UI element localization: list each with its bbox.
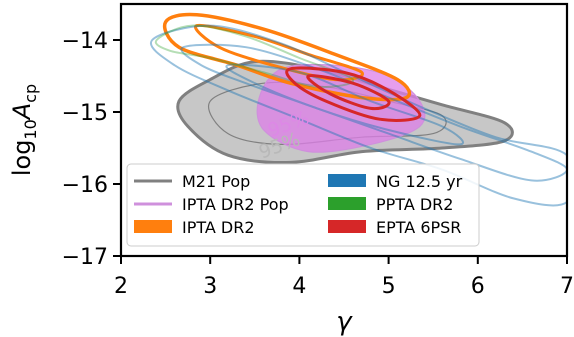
series-ppta-dr2 — [154, 24, 354, 89]
y-axis-label: log10Acp — [8, 84, 40, 176]
contour-epta-6psr-2 — [306, 74, 391, 111]
legend-swatch-epta-6psr — [328, 220, 366, 233]
contour-ng-12-5-yr-1 — [149, 24, 567, 207]
y-tick-label: −17 — [62, 245, 108, 270]
legend-label-ipta-dr2: IPTA DR2 — [182, 218, 255, 237]
legend-label-epta-6psr: EPTA 6PSR — [376, 218, 461, 237]
contour-ipta-dr2-1 — [163, 12, 412, 102]
legend-label-m21-pop: M21 Pop — [182, 172, 250, 191]
series-epta-6psr — [285, 66, 422, 122]
legend: M21 Pop IPTA DR2 Pop IPTA DR2 NG 12.5 yr PPT… — [126, 163, 480, 247]
y-tick-label: −14 — [62, 29, 108, 54]
contour-ipta-dr2-2 — [194, 23, 365, 82]
contour-ng-12-5-yr-2 — [180, 43, 567, 182]
legend-swatch-ng-12-5-yr — [328, 174, 366, 187]
legend-label-ppta-dr2: PPTA DR2 — [376, 195, 453, 214]
y-axis-label-log: log — [8, 140, 36, 177]
x-tick-label: 5 — [382, 274, 396, 299]
y-axis-label-var-sub: cp — [21, 84, 40, 103]
y-axis-label-var: A — [8, 103, 36, 121]
y-tick-label: −15 — [62, 101, 108, 126]
y-tick-label: −16 — [62, 173, 108, 198]
contour-ng-12-5-yr-3 — [225, 63, 465, 146]
contour-ppta-dr2-1 — [154, 24, 354, 89]
x-axis-label: γ — [336, 307, 353, 337]
x-tick-label: 4 — [292, 274, 306, 299]
contours-layer — [149, 12, 567, 207]
x-tick-label: 6 — [471, 274, 485, 299]
legend-label-ng-12-5-yr: NG 12.5 yr — [376, 172, 463, 191]
x-tick-label: 2 — [114, 274, 128, 299]
legend-box — [126, 163, 480, 247]
y-axis: −17 −16 −15 −14 — [62, 29, 121, 270]
x-tick-label: 3 — [203, 274, 217, 299]
legend-swatch-ipta-dr2 — [134, 220, 172, 233]
plot-frame — [119, 2, 569, 258]
contour-epta-6psr-1 — [285, 66, 422, 122]
x-tick-label: 7 — [560, 274, 574, 299]
series-ipta-dr2 — [163, 12, 412, 102]
series-ng-12-5-yr — [149, 24, 567, 207]
y-axis-label-log-sub: 10 — [21, 119, 40, 139]
legend-swatch-ppta-dr2 — [328, 197, 366, 210]
x-axis: 2 3 4 5 6 7 — [114, 256, 574, 299]
legend-label-ipta-dr2-pop: IPTA DR2 Pop — [182, 195, 289, 214]
